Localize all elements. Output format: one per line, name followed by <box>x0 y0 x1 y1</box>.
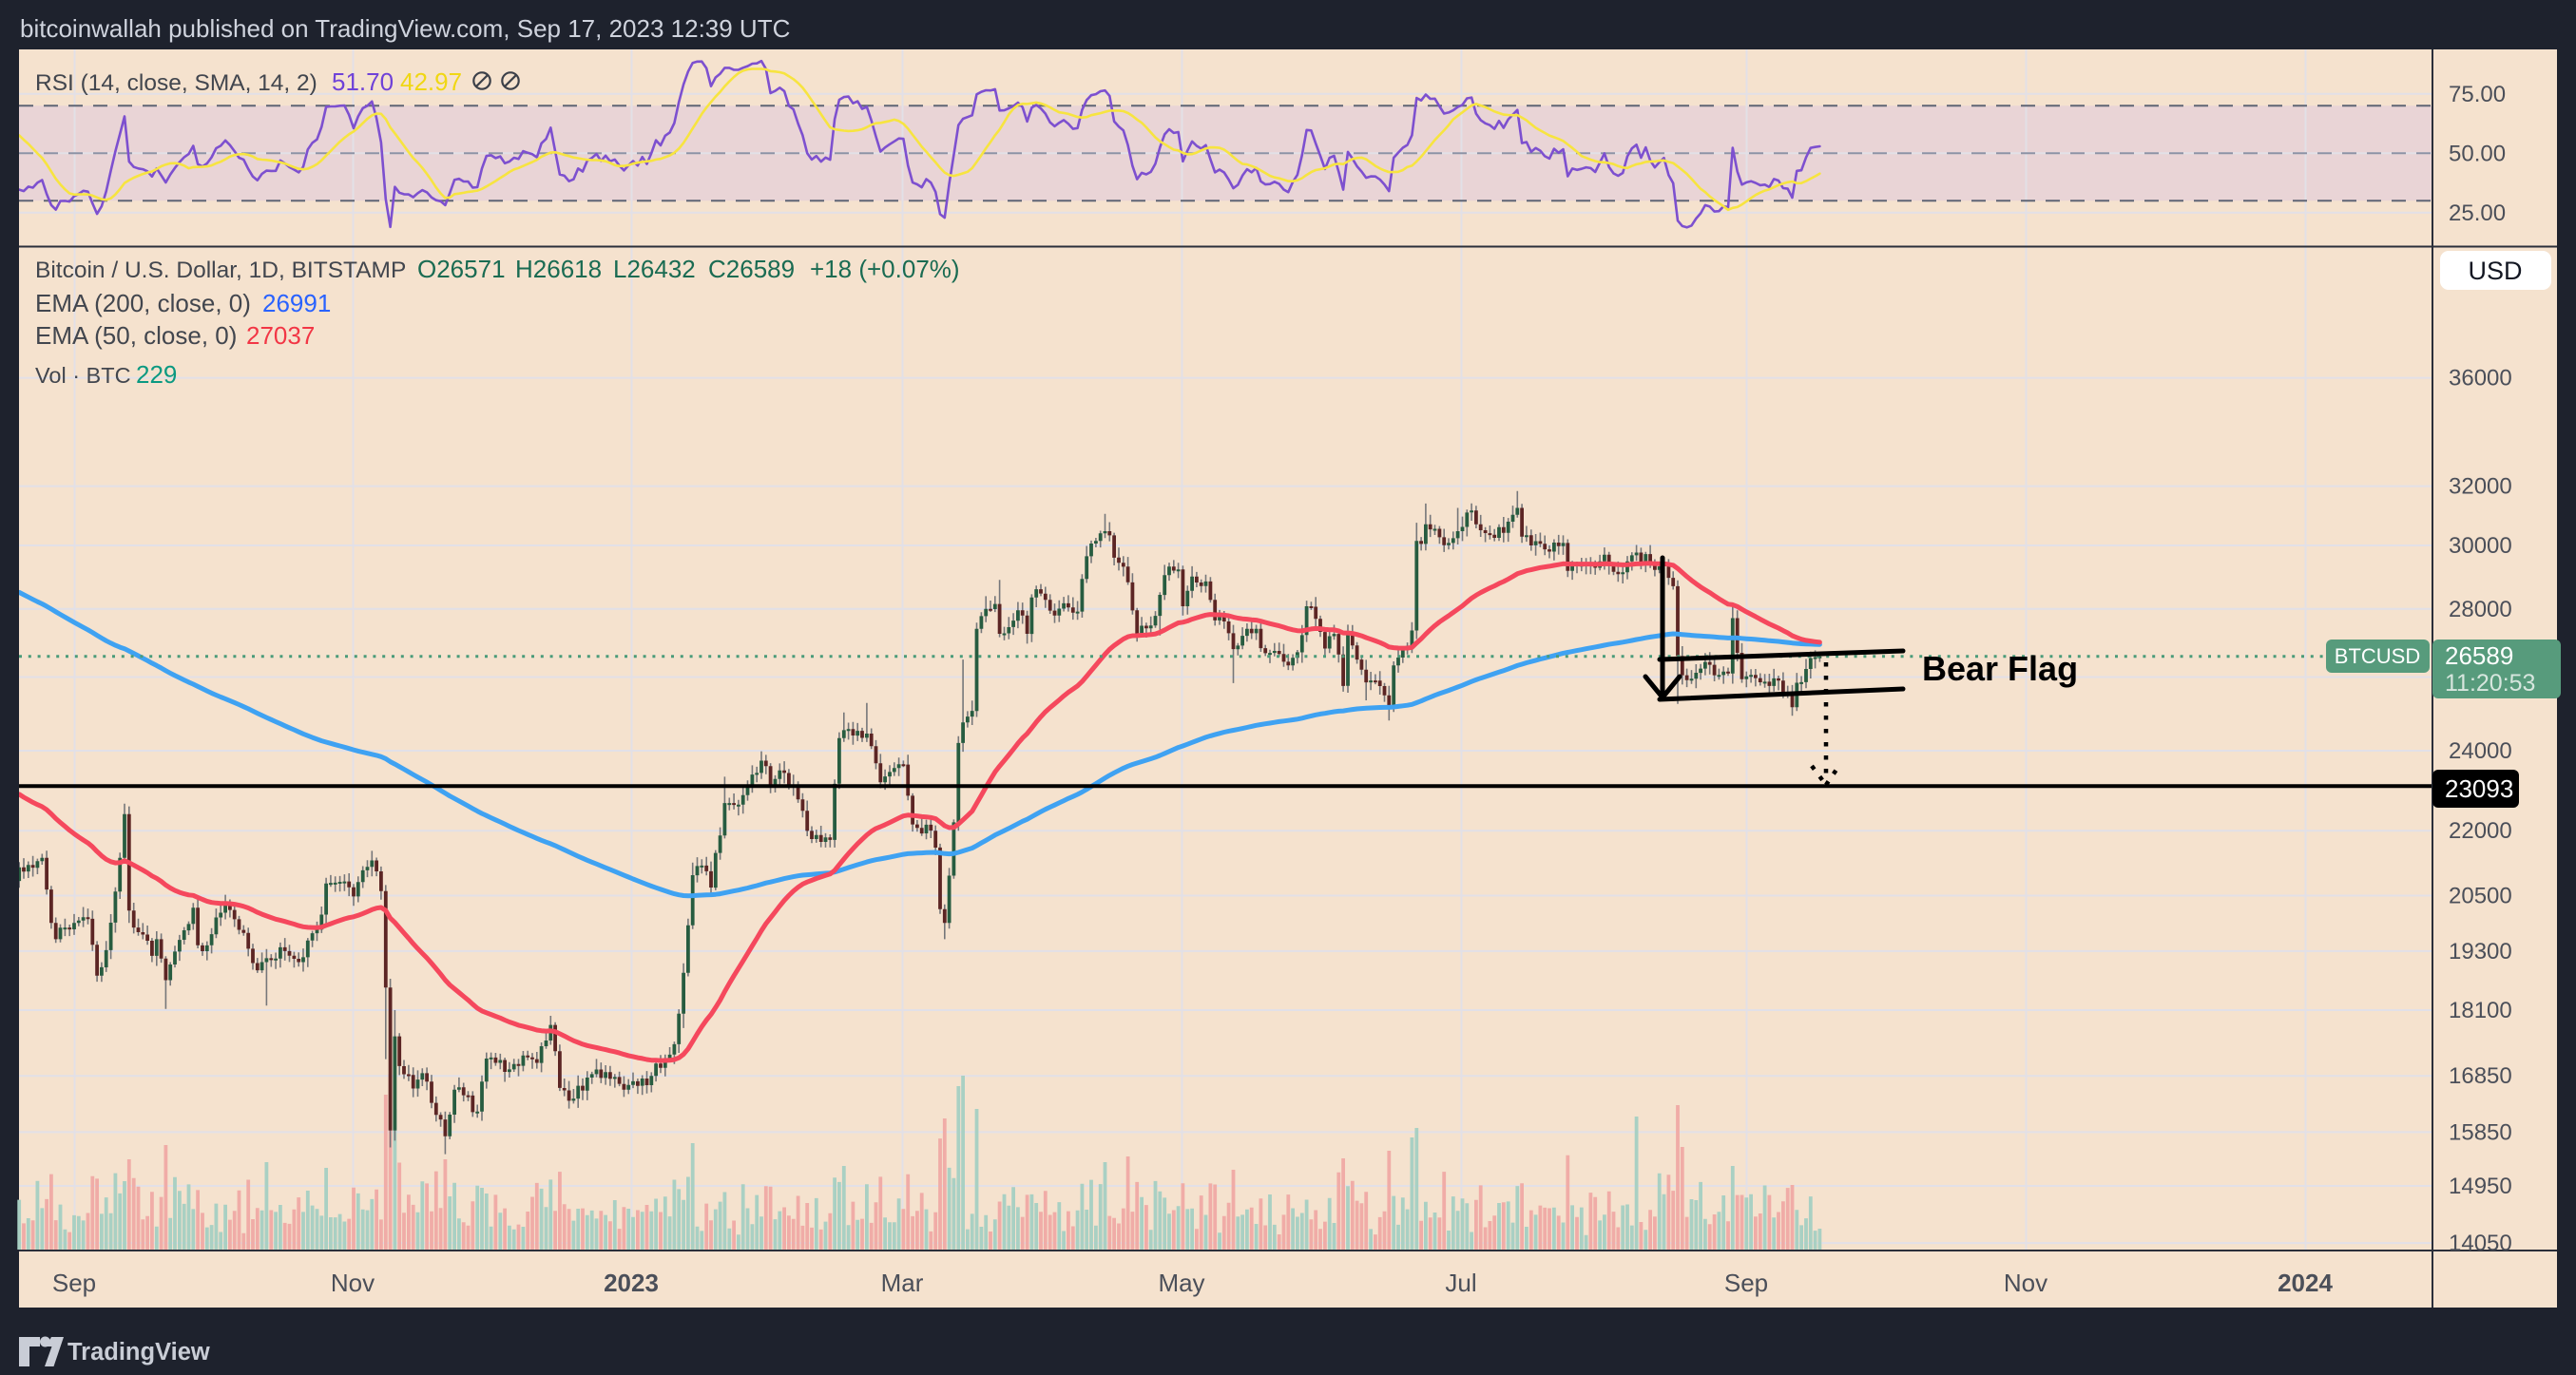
svg-text:Nov: Nov <box>331 1269 375 1297</box>
svg-text:Sep: Sep <box>1724 1269 1768 1297</box>
svg-text:50.00: 50.00 <box>2449 141 2506 166</box>
svg-text:C26589: C26589 <box>708 255 795 283</box>
svg-text:+18 (+0.07%): +18 (+0.07%) <box>810 255 960 283</box>
svg-text:18100: 18100 <box>2449 998 2512 1023</box>
svg-text:14950: 14950 <box>2449 1174 2512 1199</box>
svg-text:36000: 36000 <box>2449 366 2512 391</box>
svg-text:BTCUSD: BTCUSD <box>2335 644 2420 668</box>
svg-text:L26432: L26432 <box>613 255 696 283</box>
svg-text:Sep: Sep <box>52 1269 96 1297</box>
svg-text:11:20:53: 11:20:53 <box>2445 670 2535 697</box>
svg-text:USD: USD <box>2468 257 2522 285</box>
svg-text:20500: 20500 <box>2449 884 2512 909</box>
svg-text:26991: 26991 <box>262 289 331 317</box>
svg-text:Vol · BTC: Vol · BTC <box>35 363 131 388</box>
svg-text:30000: 30000 <box>2449 533 2512 559</box>
svg-text:27037: 27037 <box>246 321 315 350</box>
svg-text:19300: 19300 <box>2449 939 2512 964</box>
svg-text:O26571: O26571 <box>417 255 506 283</box>
svg-text:28000: 28000 <box>2449 597 2512 622</box>
svg-text:24000: 24000 <box>2449 738 2512 764</box>
svg-text:32000: 32000 <box>2449 474 2512 500</box>
svg-text:2024: 2024 <box>2278 1269 2333 1297</box>
svg-text:25.00: 25.00 <box>2449 201 2506 226</box>
svg-text:16850: 16850 <box>2449 1063 2512 1089</box>
svg-text:22000: 22000 <box>2449 818 2512 844</box>
svg-text:Nov: Nov <box>2004 1269 2047 1297</box>
svg-text:EMA (200, close, 0): EMA (200, close, 0) <box>35 289 251 317</box>
svg-text:TradingView: TradingView <box>67 1339 210 1365</box>
svg-text:Bitcoin / U.S. Dollar, 1D, BIT: Bitcoin / U.S. Dollar, 1D, BITSTAMP <box>35 258 406 283</box>
svg-text:EMA (50, close, 0): EMA (50, close, 0) <box>35 321 237 350</box>
svg-text:Jul: Jul <box>1445 1269 1476 1297</box>
svg-text:23093: 23093 <box>2445 774 2513 803</box>
svg-text:229: 229 <box>136 360 177 389</box>
svg-text:42.97: 42.97 <box>400 67 462 96</box>
svg-text:May: May <box>1158 1269 1204 1297</box>
svg-text:75.00: 75.00 <box>2449 82 2506 107</box>
svg-text:Bear Flag: Bear Flag <box>1922 649 2078 688</box>
svg-text:H26618: H26618 <box>515 255 602 283</box>
svg-text:Mar: Mar <box>881 1269 924 1297</box>
svg-text:51.70: 51.70 <box>332 67 394 96</box>
svg-text:RSI (14, close, SMA, 14, 2): RSI (14, close, SMA, 14, 2) <box>35 70 317 96</box>
svg-text:2023: 2023 <box>604 1269 659 1297</box>
svg-text:15850: 15850 <box>2449 1119 2512 1145</box>
svg-text:bitcoinwallah published on Tra: bitcoinwallah published on TradingView.c… <box>20 14 790 43</box>
svg-text:14050: 14050 <box>2449 1231 2512 1256</box>
svg-text:26589: 26589 <box>2445 641 2513 670</box>
